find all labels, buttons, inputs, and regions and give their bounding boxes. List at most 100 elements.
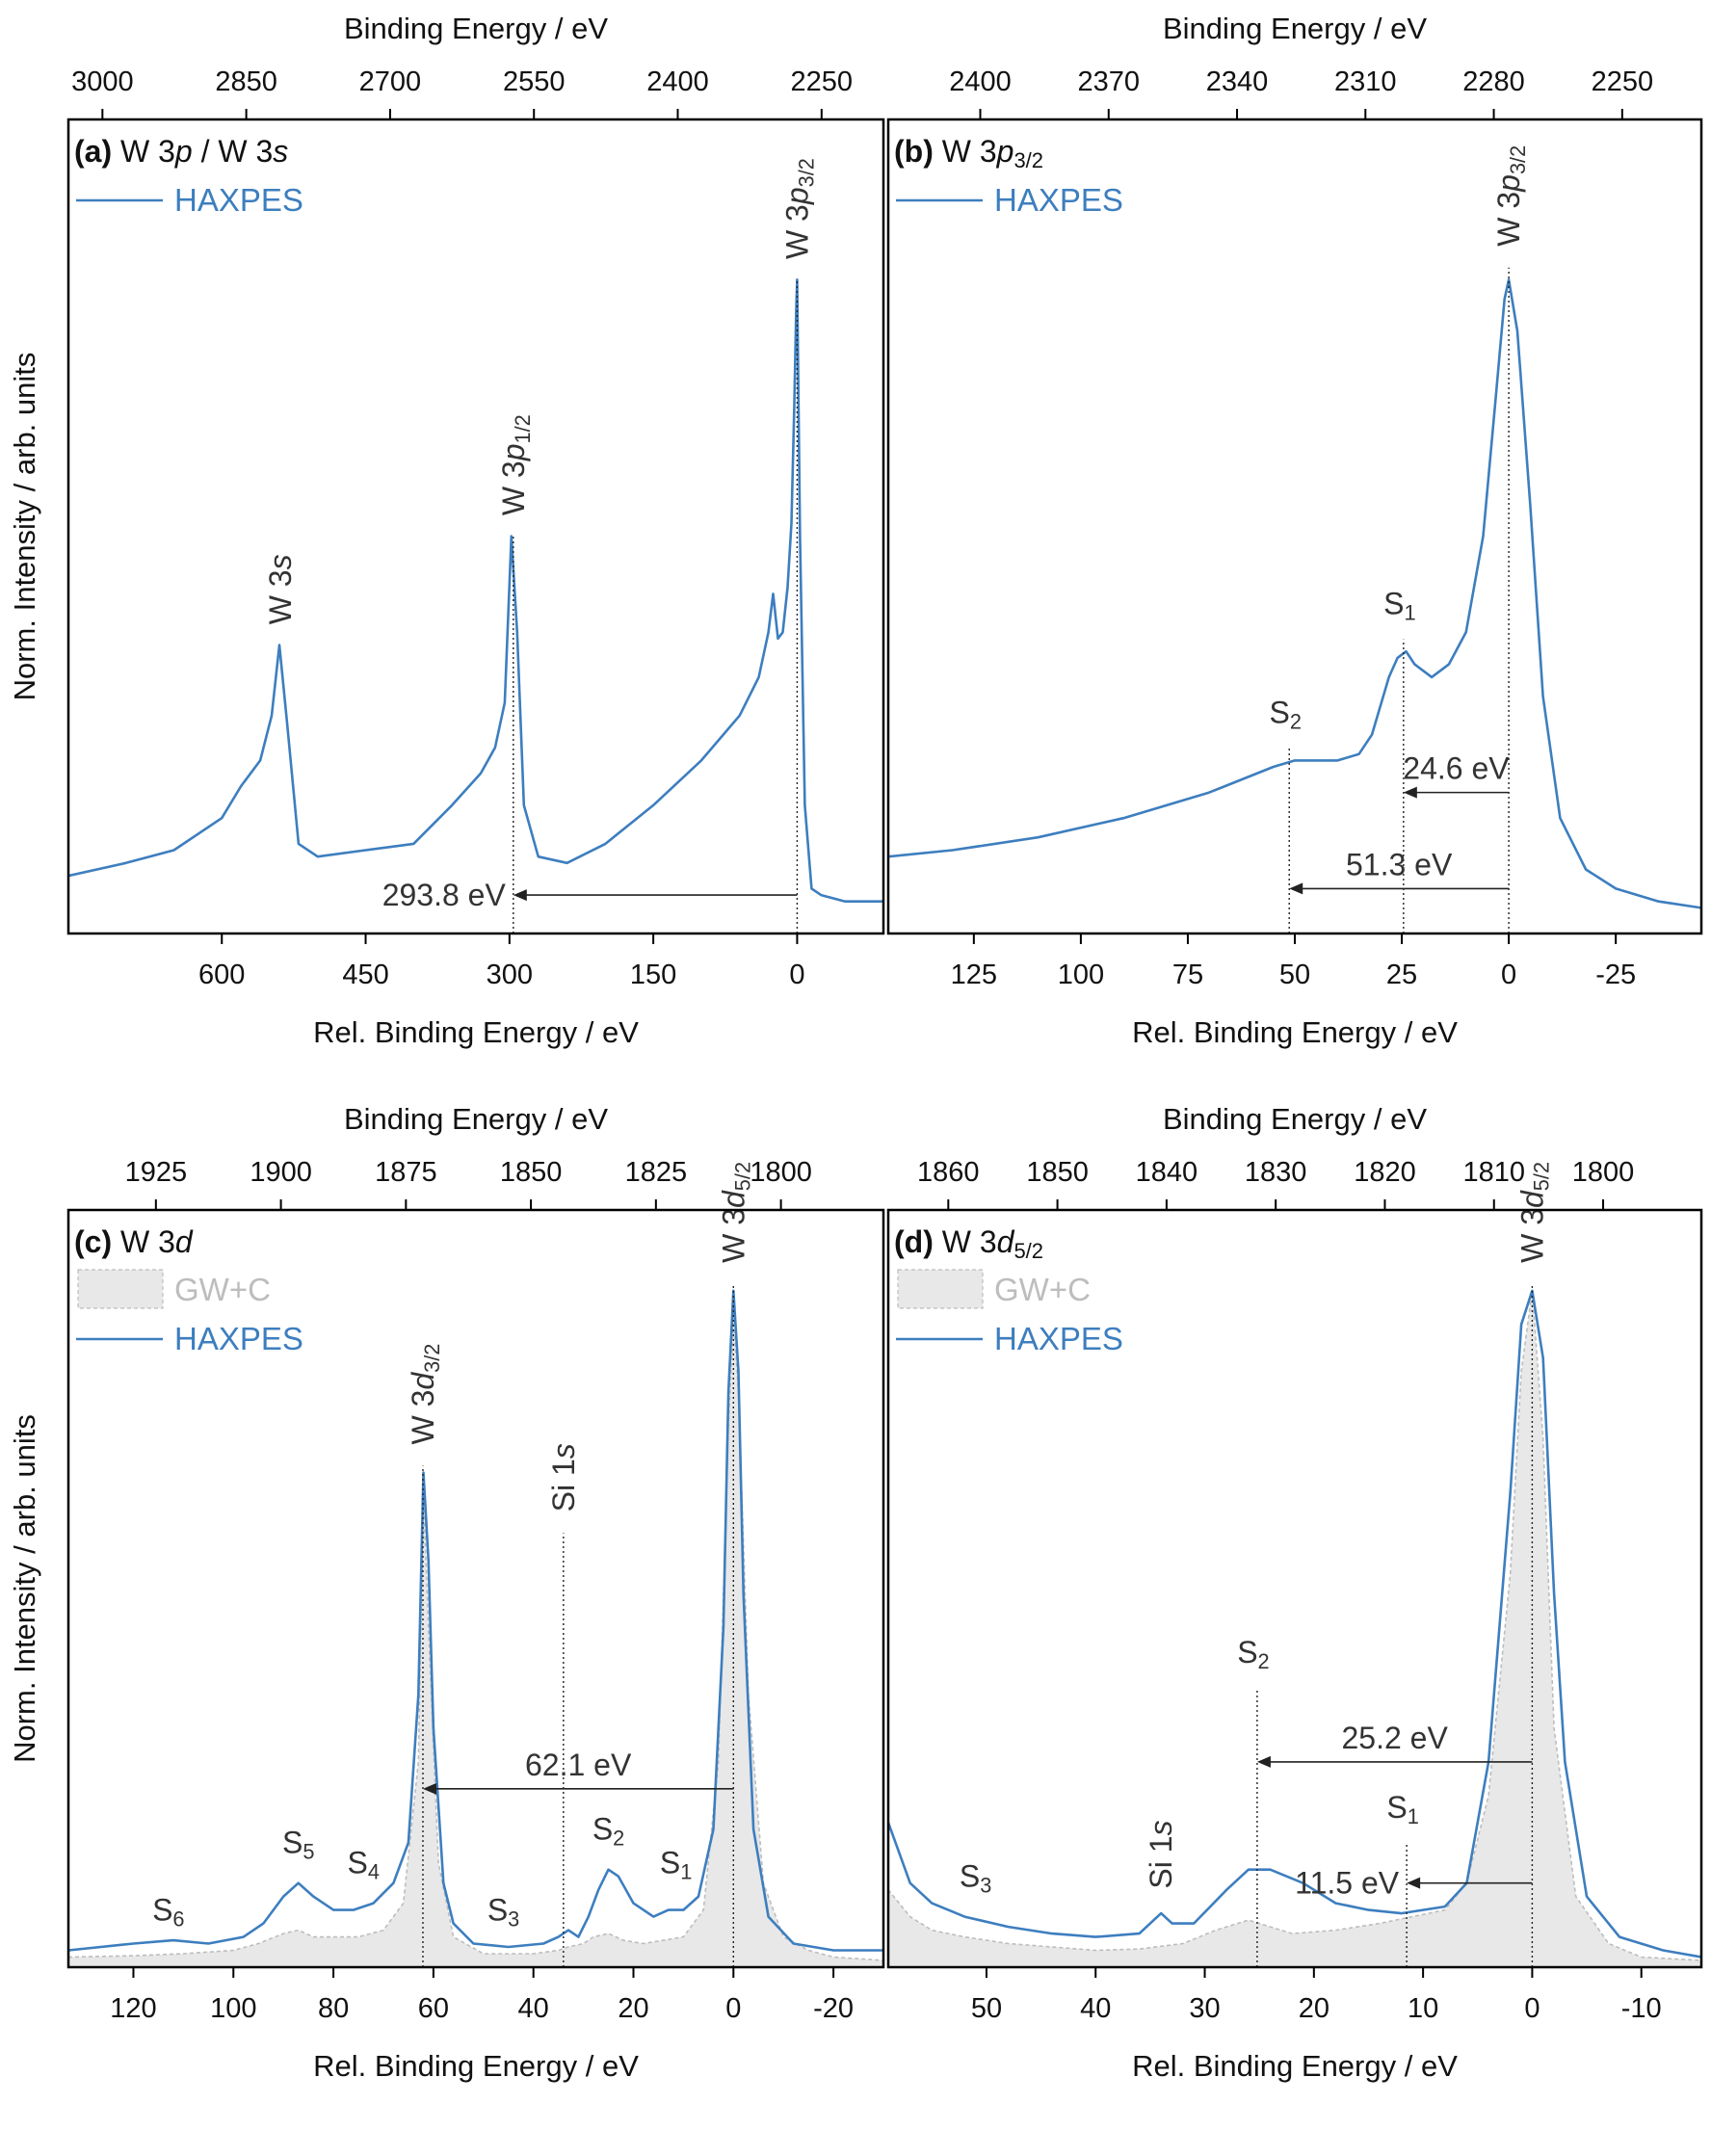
legend-label: GW+C	[174, 1272, 271, 1307]
peak-label: Si 1s	[1144, 1820, 1178, 1888]
peak-label-part: Si 1	[1144, 1835, 1178, 1888]
peak-label-part: 3/2	[420, 1344, 444, 1373]
peak-label-part: 3	[508, 1907, 519, 1932]
peak-label-part: S	[1269, 696, 1289, 730]
peak-label: S5	[282, 1826, 314, 1864]
peak-label-part: Si 1	[546, 1459, 581, 1512]
plot-area	[888, 1283, 1701, 1967]
top-tick-label: 2850	[215, 66, 277, 97]
peak-label-part: W 3	[496, 460, 531, 515]
top-tick-label: 2310	[1334, 66, 1397, 97]
top-tick-label: 1840	[1136, 1157, 1198, 1188]
bottom-tick-label: -25	[1595, 960, 1636, 990]
axes-frame	[66, 118, 885, 935]
bottom-axis-label: Rel. Binding Energy / eV	[313, 2049, 639, 2083]
panel-title-part: p	[174, 134, 193, 169]
peak-label: S3	[960, 1859, 991, 1898]
top-tick-label: 3000	[71, 66, 134, 97]
peak-label: W 3d5/2	[716, 1162, 754, 1263]
peak-label-part: W 3	[779, 204, 814, 259]
gw-area	[888, 1290, 1701, 1967]
peak-label: W 3p3/2	[779, 158, 818, 259]
top-tick-label: 1875	[375, 1157, 437, 1188]
top-tick-label: 1830	[1245, 1157, 1307, 1188]
panel-title-space	[112, 134, 120, 169]
top-tick-label: 1810	[1462, 1157, 1525, 1188]
legend-label: GW+C	[994, 1272, 1091, 1307]
peak-label-part: p	[496, 443, 531, 461]
peak-label-part: S	[592, 1812, 613, 1847]
bottom-tick-label: 40	[518, 1993, 549, 2024]
bottom-tick-label: 120	[110, 1993, 156, 2024]
peak-label: W 3s	[263, 554, 298, 624]
peak-label-part: 5/2	[1530, 1162, 1554, 1191]
panel-title-part: W 3	[120, 1224, 175, 1259]
legend-swatch-area	[897, 1269, 984, 1309]
axes-frame	[886, 1208, 1703, 1969]
peak-label-part: 6	[172, 1907, 184, 1932]
haxpes-line	[68, 277, 883, 904]
panel-title: (a) W 3p / W 3s	[74, 134, 288, 169]
peak-label-part: s	[263, 554, 298, 569]
energy-arrow-head	[1256, 1755, 1271, 1768]
peak-label-part: 5/2	[730, 1162, 754, 1191]
bottom-tick-label: 50	[971, 1993, 1002, 2024]
energy-arrow-label: 293.8 eV	[382, 878, 507, 912]
panel-title-space	[934, 134, 942, 169]
panel-title-part: d	[997, 1224, 1015, 1259]
panel-title-part: s	[273, 134, 288, 169]
peak-label-part: 1	[680, 1860, 692, 1884]
top-tick-label: 2400	[949, 66, 1012, 97]
peak-label-part: 3/2	[795, 158, 819, 187]
peak-label: Si 1s	[546, 1443, 581, 1512]
peak-label-part: S	[282, 1826, 303, 1860]
bottom-tick-label: 0	[789, 960, 804, 990]
peak-label: W 3d5/2	[1514, 1162, 1553, 1263]
bottom-axis-label: Rel. Binding Energy / eV	[1132, 1015, 1458, 1049]
haxpes-line	[888, 277, 1701, 909]
panel-title: (c) W 3d	[74, 1224, 194, 1259]
top-tick-label: 1820	[1354, 1157, 1416, 1188]
legend-swatch-area	[77, 1269, 164, 1309]
top-tick-label: 2280	[1462, 66, 1525, 97]
panel-title-part: W 3	[942, 1224, 997, 1259]
panel-title-part: W 3	[942, 134, 997, 169]
peak-label-part: s	[546, 1443, 581, 1459]
panel-title-letter: (a)	[74, 134, 112, 169]
panel-title-space	[934, 1224, 942, 1259]
peak-label-part: 2	[1290, 710, 1302, 734]
bottom-tick-label: 0	[1501, 960, 1516, 990]
peak-label: S4	[347, 1846, 379, 1884]
y-axis-label: Norm. Intensity / arb. units	[8, 1414, 41, 1763]
bottom-tick-label: 450	[342, 960, 388, 990]
peak-label-part: 5	[303, 1840, 314, 1864]
top-tick-label: 2400	[646, 66, 709, 97]
top-tick-label: 1800	[1572, 1157, 1635, 1188]
panel-title-letter: (b)	[894, 134, 934, 169]
top-tick-label: 2370	[1078, 66, 1141, 97]
bottom-tick-label: 0	[725, 1993, 741, 2024]
gw-outline	[68, 1317, 883, 1961]
top-tick-label: 2550	[503, 66, 566, 97]
panel-title-space	[112, 1224, 120, 1259]
peak-label-part: d	[716, 1190, 750, 1208]
bottom-tick-label: 150	[630, 960, 676, 990]
plot-area	[68, 277, 883, 933]
panel-title-part: p	[996, 134, 1014, 169]
panel-title-part: W 3	[120, 134, 175, 169]
peak-label: S2	[592, 1812, 624, 1851]
peak-label: S1	[660, 1846, 692, 1884]
top-tick-label: 2250	[1592, 66, 1654, 97]
top-axis-label: Binding Energy / eV	[1163, 12, 1427, 45]
peak-label-part: 1/2	[511, 414, 535, 443]
bottom-tick-label: -10	[1621, 1993, 1662, 2024]
top-tick-label: 1850	[500, 1157, 563, 1188]
panel-title-part: d	[175, 1224, 194, 1259]
peak-label-part: d	[1514, 1190, 1549, 1208]
legend-label: HAXPES	[994, 182, 1123, 218]
peak-label-part: 2	[1258, 1649, 1270, 1673]
top-tick-label: 2250	[791, 66, 854, 97]
peak-label-part: W 3	[716, 1208, 750, 1263]
peak-label-part: 1	[1408, 1804, 1419, 1828]
energy-arrow-label: 62.1 eV	[525, 1748, 632, 1782]
